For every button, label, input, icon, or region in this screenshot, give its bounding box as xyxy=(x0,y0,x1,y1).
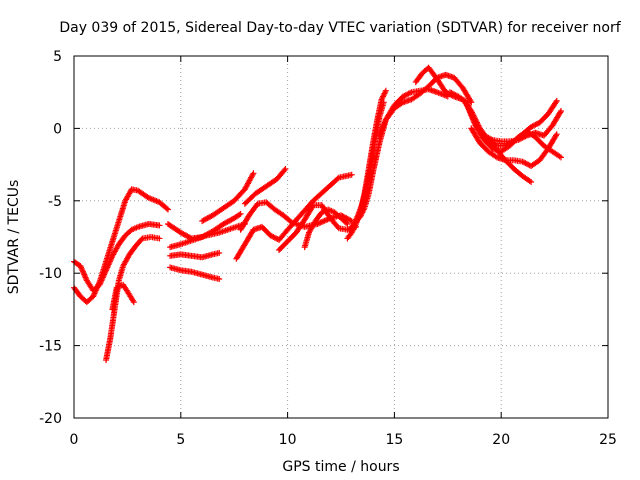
data-point xyxy=(216,275,223,282)
data-point xyxy=(380,99,387,106)
data-point xyxy=(156,235,163,242)
ticks-layer: 0 5 10 15 20 25 5 0 -5 -10 -15 -20 xyxy=(39,49,617,448)
series-1 xyxy=(71,186,171,306)
data-point xyxy=(282,165,289,172)
y-tick-label: -15 xyxy=(39,339,62,355)
chart-title: Day 039 of 2015, Sidereal Day-to-day VTE… xyxy=(59,20,621,36)
series-14 xyxy=(301,206,351,251)
data-point xyxy=(558,108,565,115)
series-7 xyxy=(167,249,223,261)
y-tick-label: 5 xyxy=(53,49,62,65)
series-23 xyxy=(485,136,535,185)
data-point xyxy=(382,87,389,94)
data-point xyxy=(156,222,163,229)
data-point xyxy=(348,171,355,178)
series-10 xyxy=(233,171,355,262)
series-18 xyxy=(376,71,475,139)
series-9 xyxy=(199,170,257,225)
data-point xyxy=(164,206,171,213)
series-4 xyxy=(109,281,137,313)
y-tick-label: -20 xyxy=(39,411,62,427)
plot-frame xyxy=(73,55,609,419)
x-tick-label: 15 xyxy=(385,432,403,448)
data-point xyxy=(553,131,560,138)
series-2 xyxy=(71,220,163,294)
y-tick-label: -5 xyxy=(48,194,62,210)
y-axis-label: SDTVAR / TECUs xyxy=(6,180,22,295)
x-axis-label: GPS time / hours xyxy=(282,459,399,475)
data-point xyxy=(236,211,243,218)
y-tick-label: 0 xyxy=(53,121,62,137)
x-tick-label: 25 xyxy=(599,432,617,448)
points-layer xyxy=(71,64,565,364)
data-point xyxy=(130,299,137,306)
x-tick-label: 5 xyxy=(176,432,185,448)
series-8 xyxy=(167,264,223,282)
data-point xyxy=(553,97,560,104)
data-point xyxy=(552,132,559,139)
data-point xyxy=(557,109,564,116)
data-point xyxy=(558,154,565,161)
data-point xyxy=(237,210,244,217)
x-tick-label: 0 xyxy=(70,432,79,448)
data-point xyxy=(347,217,354,224)
data-point xyxy=(343,219,350,226)
data-point xyxy=(344,220,351,227)
data-point xyxy=(552,99,559,106)
y-tick-label: -10 xyxy=(39,266,62,282)
x-tick-label: 20 xyxy=(492,432,510,448)
data-point xyxy=(216,249,223,256)
data-point xyxy=(281,167,288,174)
x-tick-label: 10 xyxy=(279,432,297,448)
data-point xyxy=(528,178,535,185)
data-point xyxy=(250,170,257,177)
series-12 xyxy=(241,165,289,207)
grid-layer xyxy=(74,56,608,418)
data-point xyxy=(163,205,170,212)
